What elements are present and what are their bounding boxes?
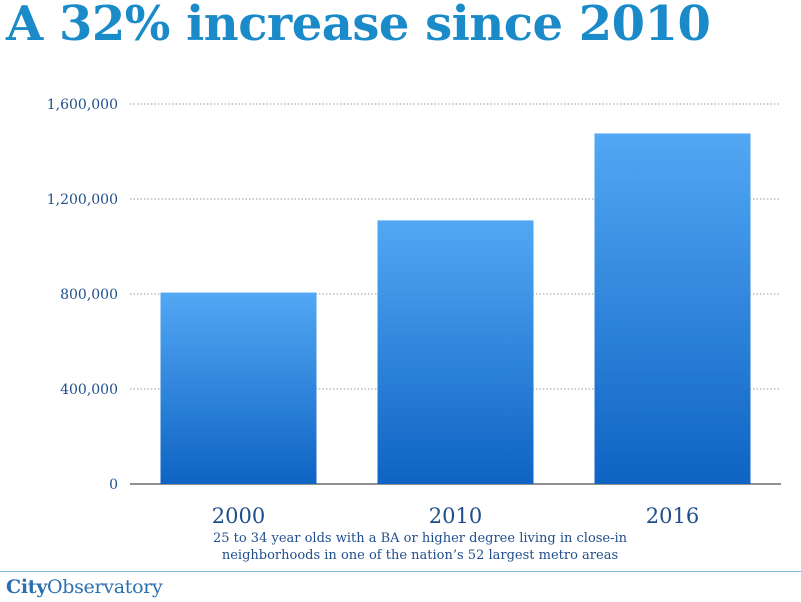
y-tick-label: 1,600,000 <box>47 97 118 113</box>
bars <box>160 133 751 484</box>
chart-title: A 32% increase since 2010 <box>6 0 711 52</box>
x-axis-tick-labels: 2000 2010 2016 <box>212 504 699 528</box>
y-axis-tick-labels: 0 400,000 800,000 1,200,000 1,600,000 <box>47 97 118 493</box>
logo-city: City <box>6 576 47 598</box>
bar-2016 <box>594 133 751 484</box>
caption-line-1: 25 to 34 year olds with a BA or higher d… <box>212 531 628 546</box>
y-tick-label: 800,000 <box>60 287 118 303</box>
chart-caption: 25 to 34 year olds with a BA or higher d… <box>170 530 670 564</box>
x-tick-label: 2000 <box>212 504 265 528</box>
city-observatory-logo: CityObservatory <box>6 576 163 598</box>
x-tick-label: 2010 <box>429 504 482 528</box>
y-tick-label: 0 <box>109 477 118 493</box>
footer-divider <box>0 571 801 572</box>
caption-line-2: neighborhoods in one of the nation’s 52 … <box>221 548 619 563</box>
x-tick-label: 2016 <box>646 504 699 528</box>
y-tick-label: 1,200,000 <box>47 192 118 208</box>
bar-2010 <box>377 220 534 484</box>
logo-observatory: Observatory <box>46 576 163 598</box>
bar-2000 <box>160 292 317 484</box>
y-tick-label: 400,000 <box>60 382 118 398</box>
